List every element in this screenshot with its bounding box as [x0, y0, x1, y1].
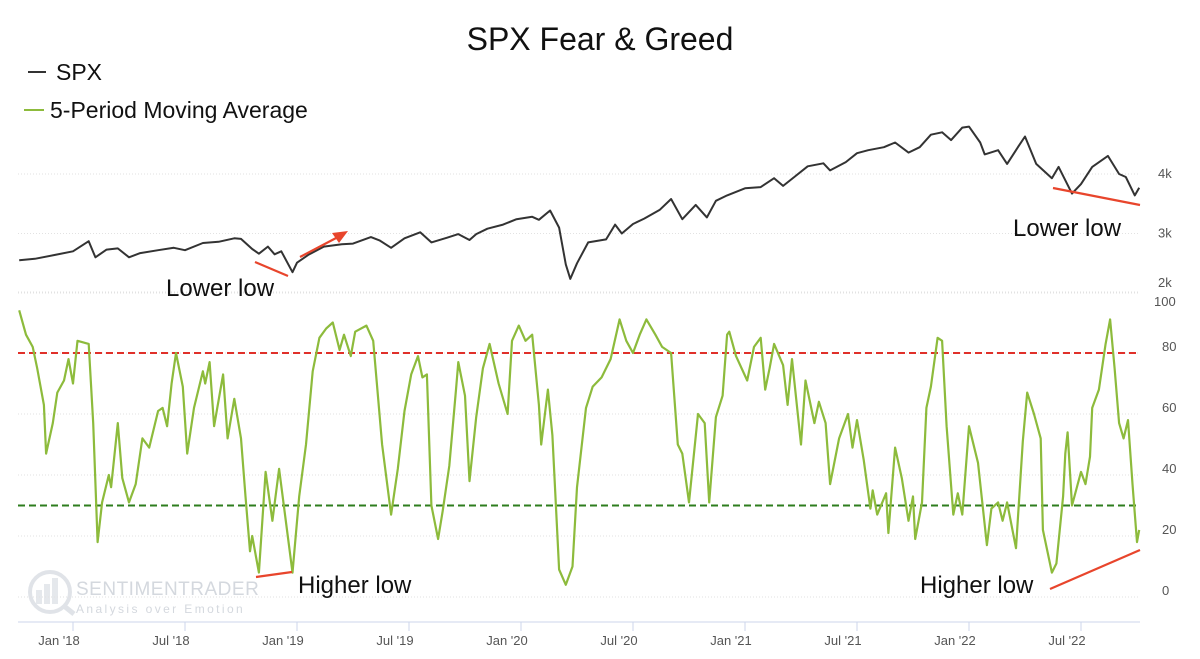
- x-tick-label: Jul '22: [1048, 633, 1085, 648]
- x-tick-label: Jul '21: [824, 633, 861, 648]
- y-tick-label-spx: 4k: [1158, 166, 1172, 181]
- annotations: [254, 186, 1141, 591]
- y-tick-label-spx: 3k: [1158, 226, 1172, 241]
- y-tick-label-fg: 40: [1162, 461, 1176, 476]
- chart-title: SPX Fear & Greed: [467, 21, 734, 57]
- y-tick-label-fg: 80: [1162, 339, 1176, 354]
- watermark-tagline: Analysis over Emotion: [76, 602, 245, 616]
- legend-item-spx[interactable]: SPX: [28, 59, 102, 85]
- watermark-logo-icon: [28, 570, 76, 616]
- annotation-line-lower-low-1: [254, 260, 289, 278]
- y-axis-labels: 2k 3k 4k 0 20 40 60 80 100: [1154, 166, 1176, 598]
- annotation-lower-low-2: Lower low: [1013, 215, 1122, 242]
- x-tick-label: Jan '22: [934, 633, 976, 648]
- annotation-higher-low-2: Higher low: [920, 572, 1034, 599]
- legend-item-ma[interactable]: 5-Period Moving Average: [24, 97, 308, 123]
- x-tick-label: Jan '19: [262, 633, 304, 648]
- series-line-spx: [19, 125, 1141, 280]
- y-tick-label-fg: 0: [1162, 583, 1169, 598]
- legend-label-spx: SPX: [56, 59, 102, 85]
- annotation-line-higher-low-1: [255, 570, 293, 579]
- legend-label-ma: 5-Period Moving Average: [50, 97, 308, 123]
- y-tick-label-fg: 100: [1154, 294, 1176, 309]
- x-tick-label: Jul '19: [376, 633, 413, 648]
- gridlines: [18, 173, 1140, 598]
- annotation-higher-low-1: Higher low: [298, 572, 412, 599]
- annotation-line-higher-low-2: [1049, 548, 1141, 591]
- annotation-lower-low-1: Lower low: [166, 275, 275, 302]
- x-tick-label: Jan '21: [710, 633, 752, 648]
- y-tick-label-spx: 2k: [1158, 275, 1172, 290]
- y-tick-label-fg: 20: [1162, 522, 1176, 537]
- x-axis: Jan '18 Jul '18 Jan '19 Jul '19 Jan '20 Jul '…: [38, 622, 1086, 648]
- x-tick-label: Jul '18: [152, 633, 189, 648]
- series: [18, 125, 1141, 586]
- y-tick-label-fg: 60: [1162, 400, 1176, 415]
- annotation-arrow-head-icon: [332, 231, 348, 243]
- x-tick-label: Jan '20: [486, 633, 528, 648]
- watermark: SENTIMENTRADER Analysis over Emotion: [28, 570, 259, 616]
- series-line-moving-average: [18, 310, 1141, 586]
- watermark-brand: SENTIMENTRADER: [76, 579, 259, 600]
- x-tick-label: Jul '20: [600, 633, 637, 648]
- annotation-line-lower-low-2: [1052, 186, 1141, 207]
- annotation-arrow-line: [299, 236, 339, 258]
- x-tick-label: Jan '18: [38, 633, 80, 648]
